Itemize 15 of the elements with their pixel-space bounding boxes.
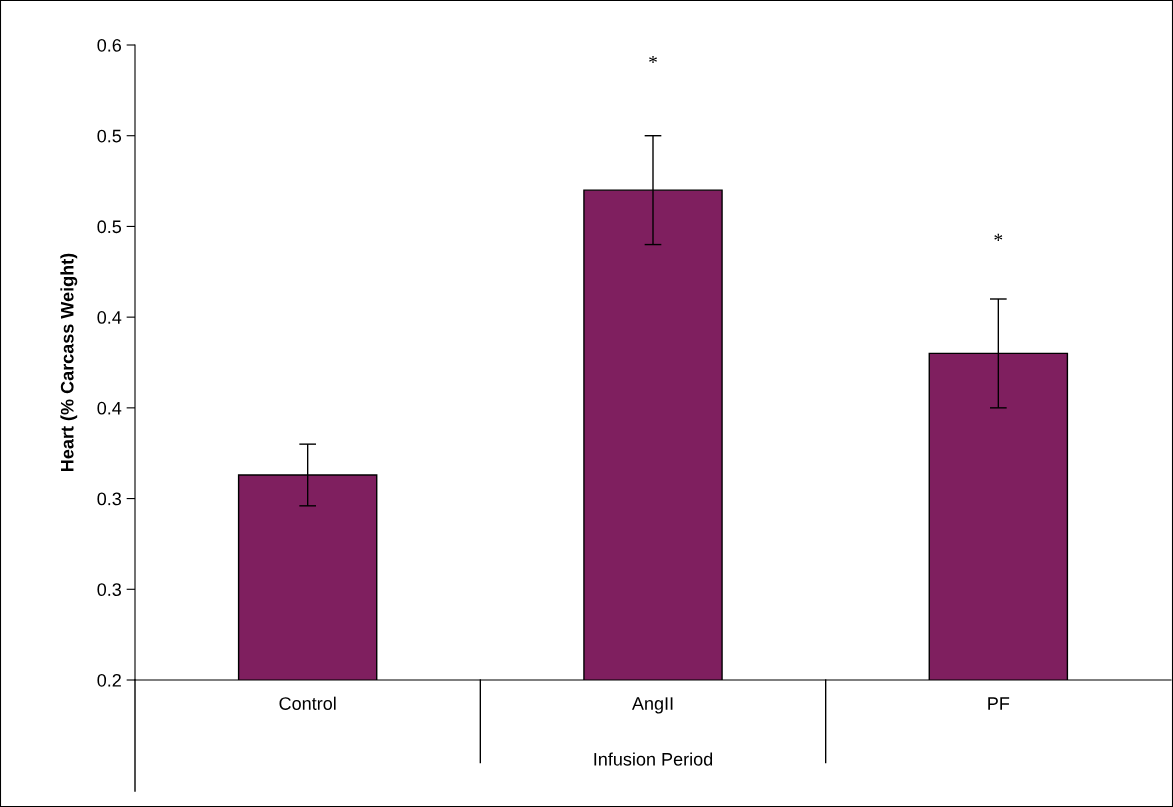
x-tick-label: Control [279,696,336,710]
y-tick-label: 0.2 [97,673,121,687]
annotation: * [649,55,657,64]
y-tick-label: 0.5 [97,220,122,234]
y-axis-title: Heart (% Carcass Weight) [60,253,78,471]
y-tick-label: 0.5 [97,129,122,143]
y-tick-label: 0.4 [97,401,122,415]
y-tick-label: 0.4 [97,311,122,324]
x-axis-title: Infusion Period [594,752,713,766]
y-tick-label: 0.3 [97,583,122,597]
x-tick-label: PF [988,697,1010,710]
y-tick-label: 0.6 [97,38,122,52]
x-tick-label: AngII [631,697,673,714]
y-tick-label: 0.3 [97,492,122,506]
annotation: * [994,233,1003,241]
